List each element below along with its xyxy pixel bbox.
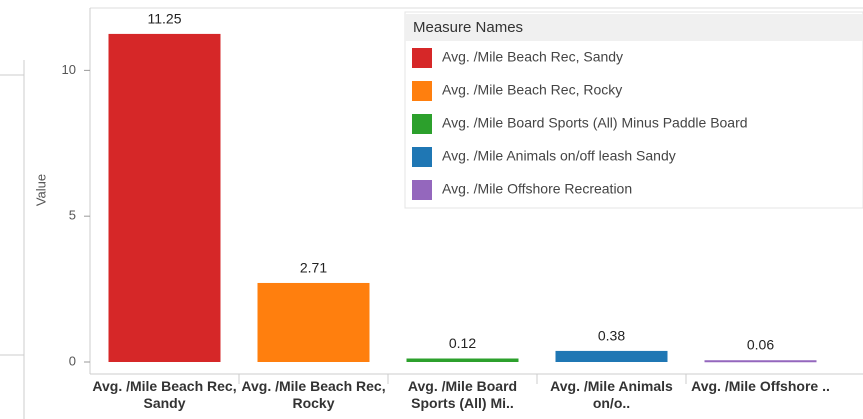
legend-entry: Avg. /Mile Offshore Recreation — [442, 181, 632, 197]
x-tick-label: Avg. /Mile Animals on/o.. — [550, 378, 673, 411]
y-tick-label: 0 — [69, 353, 76, 368]
y-axis-label: Value — [33, 174, 48, 206]
legend-swatch — [412, 48, 432, 68]
bar — [704, 360, 817, 363]
bar — [555, 350, 668, 362]
bar — [108, 33, 221, 362]
value-label: 0.38 — [598, 328, 625, 344]
legend-swatch — [412, 180, 432, 200]
x-tick-label: Avg. /Mile Offshore .. — [691, 378, 830, 394]
value-label: 0.12 — [449, 335, 476, 351]
y-tick-label: 10 — [62, 62, 76, 77]
x-tick-label: Avg. /Mile Beach Rec, Rocky — [241, 378, 386, 411]
bar — [406, 358, 519, 362]
legend-header — [405, 14, 863, 41]
legend-entry: Avg. /Mile Board Sports (All) Minus Padd… — [442, 115, 748, 131]
value-label: 2.71 — [300, 260, 327, 276]
x-tick-label: Avg. /Mile Beach Rec, Sandy — [92, 378, 237, 411]
legend-title: Measure Names — [413, 19, 523, 36]
legend-swatch — [412, 114, 432, 134]
value-label: 0.06 — [747, 337, 774, 353]
legend-entry: Avg. /Mile Beach Rec, Sandy — [442, 49, 623, 65]
legend-entry: Avg. /Mile Beach Rec, Rocky — [442, 82, 622, 98]
legend-swatch — [412, 147, 432, 167]
x-tick-label: Avg. /Mile Board Sports (All) Mi.. — [407, 378, 518, 411]
y-tick-label: 5 — [69, 208, 76, 223]
bar — [257, 282, 370, 362]
legend-box — [404, 11, 863, 209]
legend-swatch — [412, 81, 432, 101]
legend-entry: Avg. /Mile Animals on/off leash Sandy — [442, 148, 676, 164]
value-label: 11.25 — [148, 11, 182, 27]
